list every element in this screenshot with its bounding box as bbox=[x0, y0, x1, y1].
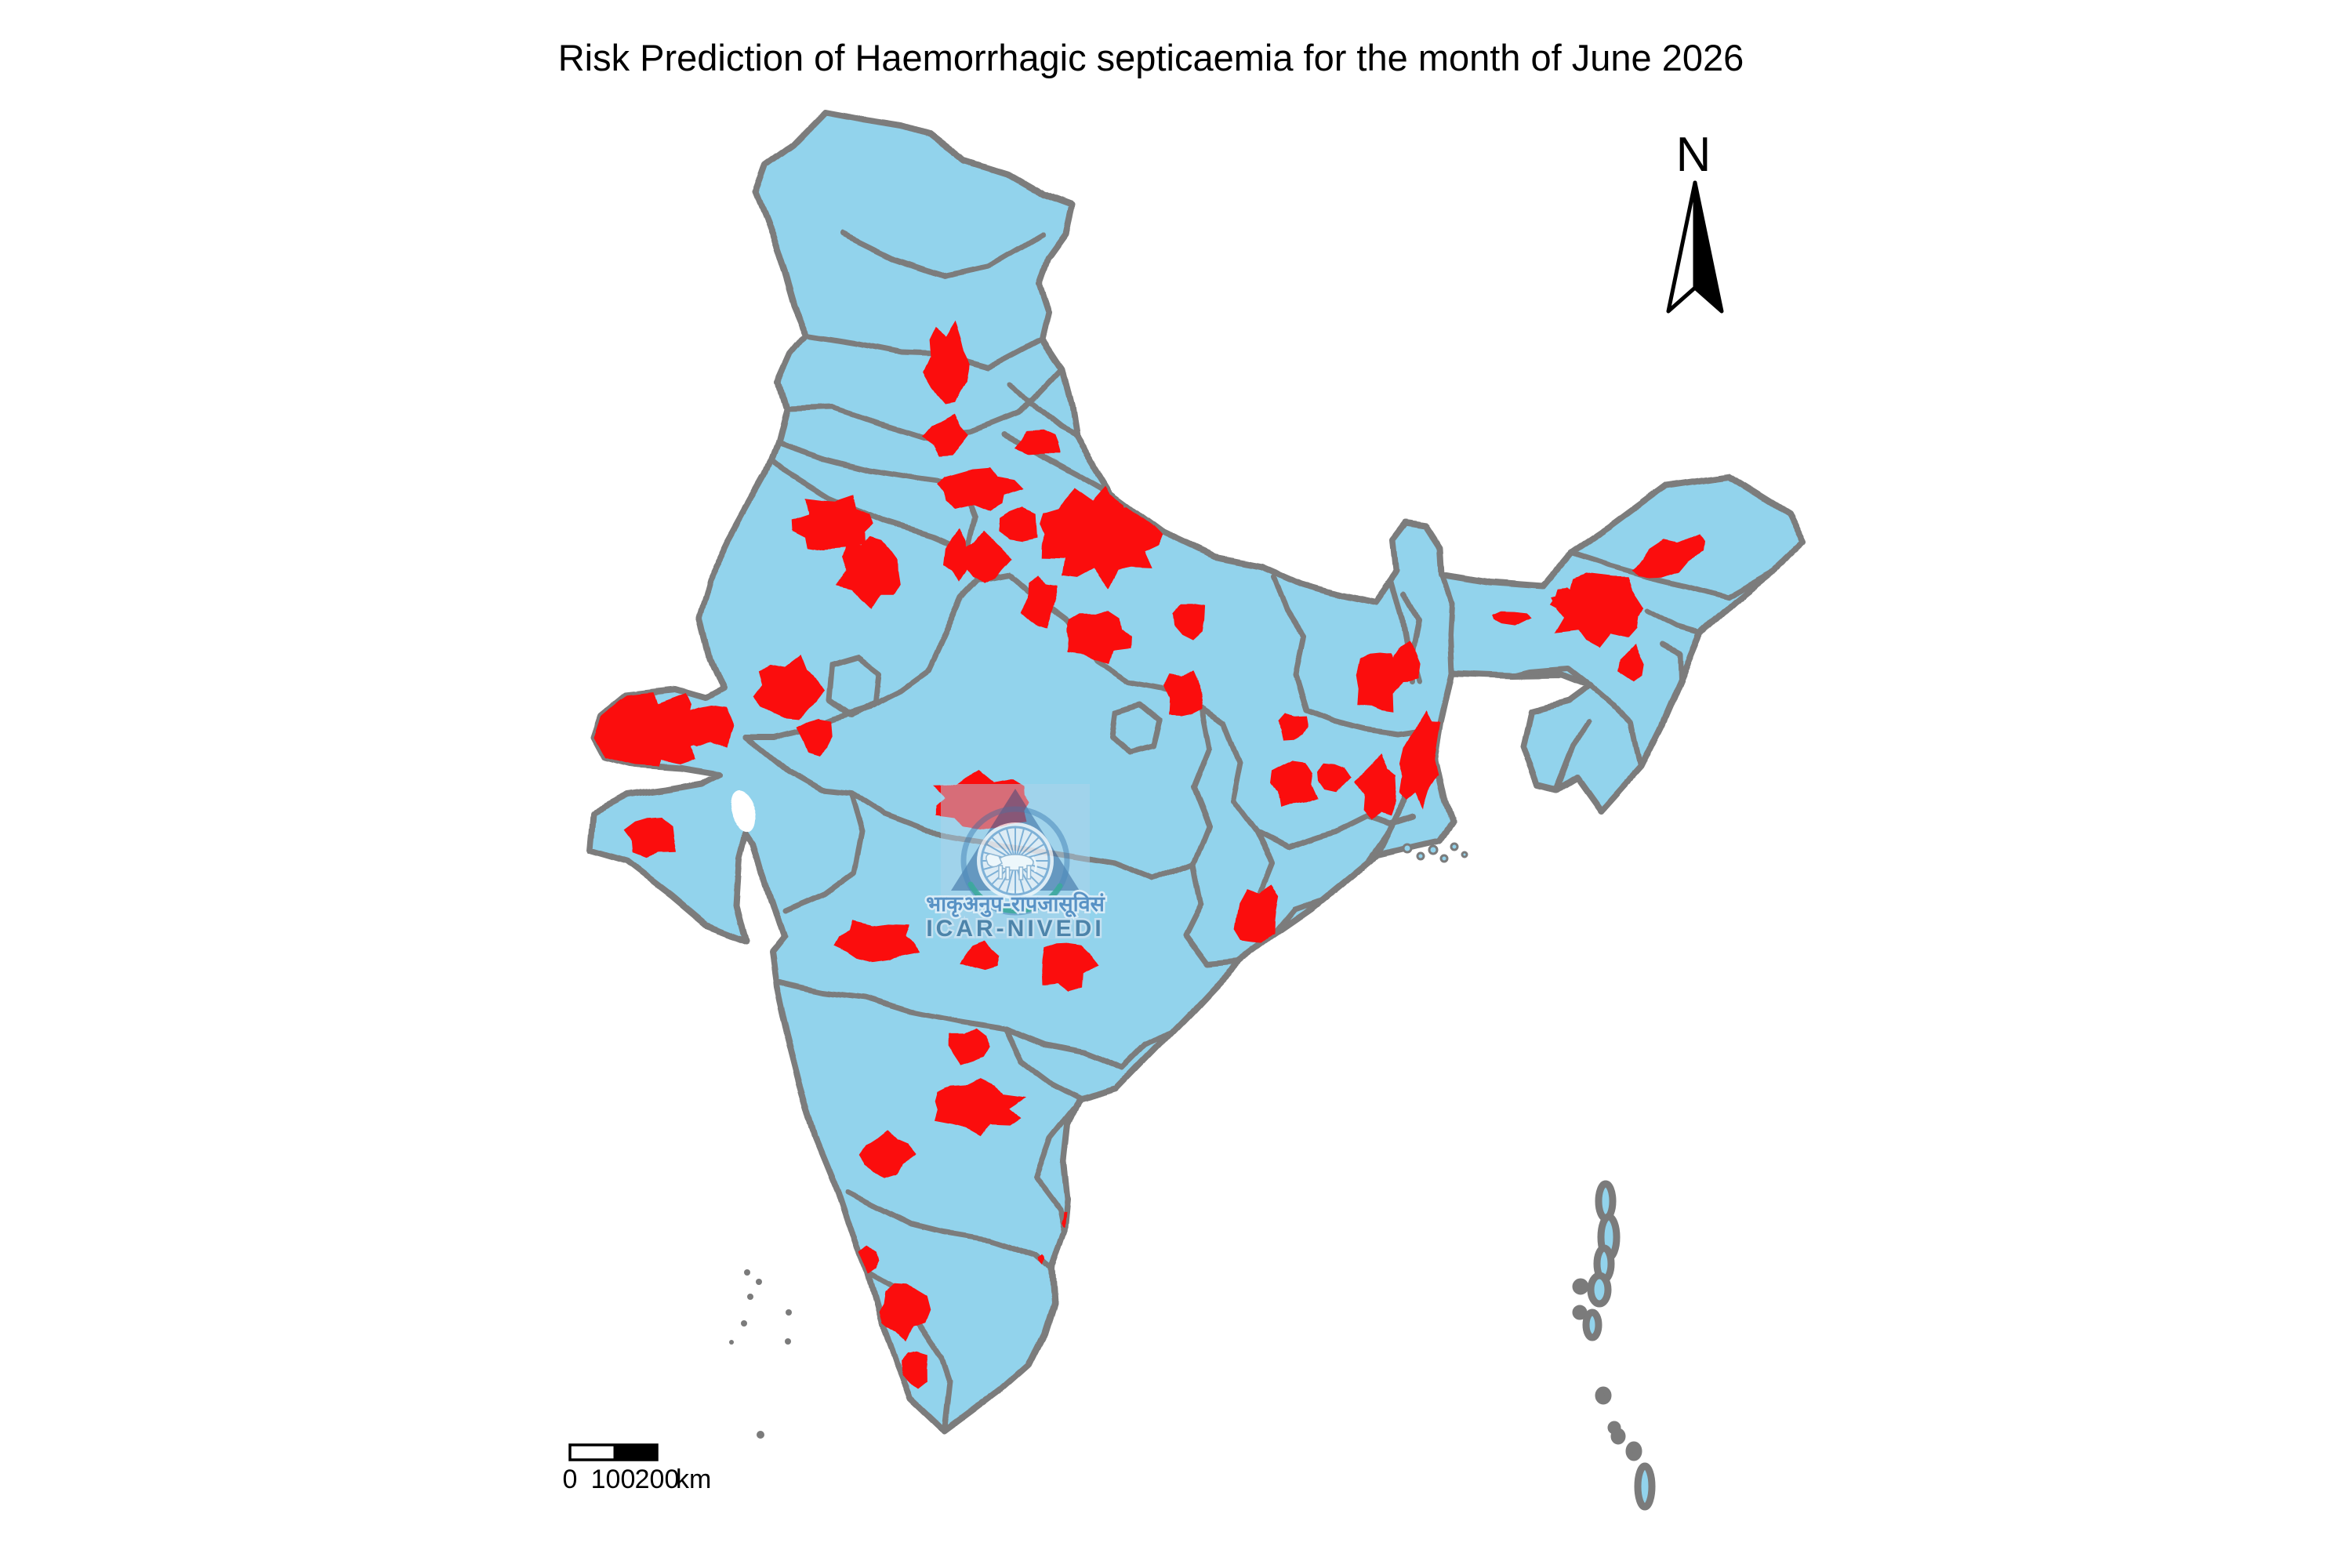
scale-tick-200: 200 bbox=[635, 1465, 680, 1494]
high-risk-district bbox=[1039, 1255, 1047, 1267]
chakra-spoke bbox=[998, 832, 1014, 858]
high-risk-district bbox=[1618, 644, 1645, 682]
andaman-nicobar-islands bbox=[1572, 1180, 1656, 1511]
map-title: Risk Prediction of Haemorrhagic septicae… bbox=[558, 37, 1744, 78]
high-risk-district bbox=[1067, 610, 1132, 666]
high-risk-district bbox=[1270, 760, 1318, 810]
north-arrow-right-half bbox=[1693, 180, 1724, 314]
high-risk-district bbox=[1014, 430, 1060, 455]
high-risk-districts-layer bbox=[590, 319, 1704, 1389]
chakra-spoke bbox=[1017, 832, 1033, 858]
north-arrow-left-half bbox=[1666, 180, 1697, 314]
high-risk-district bbox=[1551, 574, 1645, 648]
scale-bar-filled-segment bbox=[613, 1445, 657, 1460]
north-label: N bbox=[1676, 128, 1711, 182]
watermark-hindi-text: भाकृअनुप-रापजासूविसं bbox=[926, 891, 1106, 918]
high-risk-district bbox=[833, 920, 919, 964]
rann-water-gap bbox=[730, 788, 757, 830]
chakra-spoke bbox=[1018, 837, 1040, 858]
chakra-spoke bbox=[991, 837, 1013, 858]
lakshadweep-islands bbox=[729, 1269, 792, 1439]
high-risk-district bbox=[796, 717, 834, 755]
high-risk-district bbox=[836, 536, 900, 610]
high-risk-district bbox=[1040, 485, 1163, 590]
scale-bar: 0 100 200 km bbox=[563, 1443, 711, 1494]
high-risk-district bbox=[945, 528, 967, 583]
high-risk-district bbox=[623, 818, 677, 860]
high-risk-district bbox=[791, 493, 874, 550]
high-risk-district bbox=[935, 467, 1025, 512]
scale-unit: km bbox=[676, 1465, 711, 1494]
high-risk-district bbox=[999, 507, 1037, 541]
sundarbans-islets bbox=[1402, 842, 1468, 863]
icar-nivedi-watermark: भाकृअनुप-रापजासूविसं ICAR-NIVEDI bbox=[924, 784, 1108, 944]
high-risk-district bbox=[932, 770, 1029, 829]
high-risk-district bbox=[1549, 587, 1578, 608]
high-risk-district bbox=[923, 319, 971, 404]
watermark-swoosh-teal bbox=[967, 881, 1063, 914]
high-risk-district bbox=[1631, 534, 1704, 578]
high-risk-district bbox=[1235, 884, 1279, 944]
high-risk-district bbox=[1317, 760, 1352, 792]
high-risk-district bbox=[1392, 641, 1421, 681]
island-chains bbox=[729, 842, 1656, 1511]
high-risk-district bbox=[948, 1028, 990, 1066]
north-arrow: N bbox=[1666, 128, 1724, 314]
high-risk-district bbox=[875, 1283, 931, 1343]
high-risk-district bbox=[1172, 603, 1205, 641]
high-risk-district bbox=[1041, 943, 1098, 993]
high-risk-district bbox=[677, 706, 735, 747]
high-risk-district bbox=[753, 656, 826, 720]
high-risk-district bbox=[1356, 652, 1403, 711]
high-risk-district bbox=[1492, 611, 1533, 626]
high-risk-district bbox=[1353, 753, 1398, 822]
cattle-icon bbox=[985, 853, 1037, 880]
watermark-org-text: ICAR-NIVEDI bbox=[926, 916, 1104, 942]
scale-tick-100: 100 bbox=[591, 1465, 636, 1494]
high-risk-district bbox=[901, 1351, 929, 1389]
chakra-spoke bbox=[1015, 829, 1025, 857]
high-risk-district bbox=[858, 1128, 916, 1178]
high-risk-district bbox=[1021, 574, 1057, 629]
high-risk-district bbox=[960, 530, 1012, 583]
india-map bbox=[586, 109, 1806, 1435]
high-risk-district bbox=[1164, 670, 1203, 716]
high-risk-district bbox=[1399, 710, 1447, 810]
high-risk-district bbox=[920, 413, 969, 456]
chakra-spoke bbox=[1006, 829, 1015, 857]
state-boundaries bbox=[743, 230, 1777, 1432]
scale-tick-0: 0 bbox=[563, 1465, 578, 1494]
high-risk-district bbox=[1279, 713, 1309, 741]
high-risk-district bbox=[934, 1078, 1027, 1138]
high-risk-district bbox=[960, 940, 1000, 970]
